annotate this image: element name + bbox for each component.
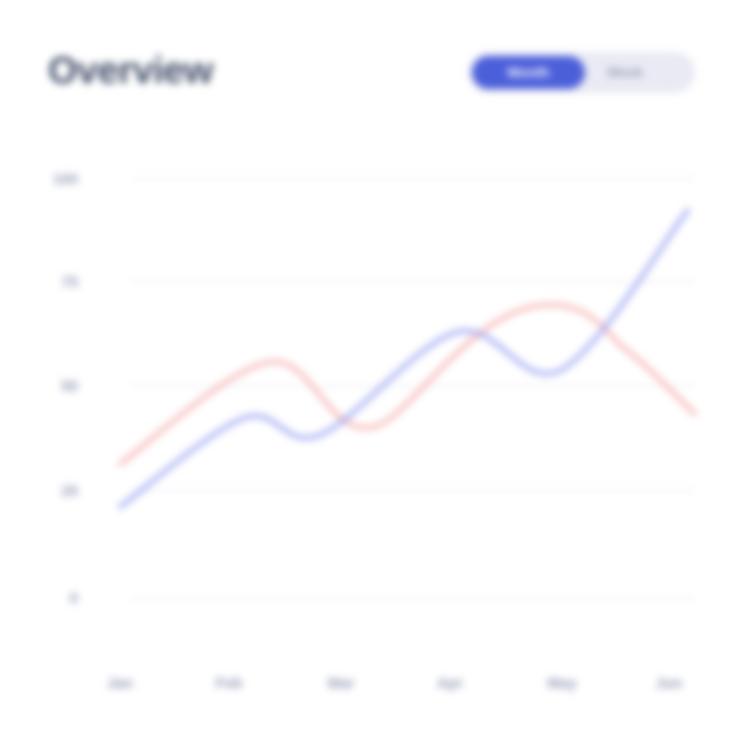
svg-text:0: 0: [70, 590, 78, 607]
svg-text:75: 75: [61, 274, 78, 291]
svg-text:Mar: Mar: [328, 675, 355, 692]
svg-text:May: May: [547, 675, 577, 692]
svg-text:50: 50: [61, 378, 78, 395]
svg-text:100: 100: [53, 171, 78, 188]
svg-text:Feb: Feb: [216, 675, 243, 692]
svg-text:Jan: Jan: [107, 675, 133, 692]
svg-text:Apr: Apr: [437, 675, 463, 692]
svg-text:Jun: Jun: [656, 675, 683, 692]
svg-text:25: 25: [61, 483, 78, 500]
